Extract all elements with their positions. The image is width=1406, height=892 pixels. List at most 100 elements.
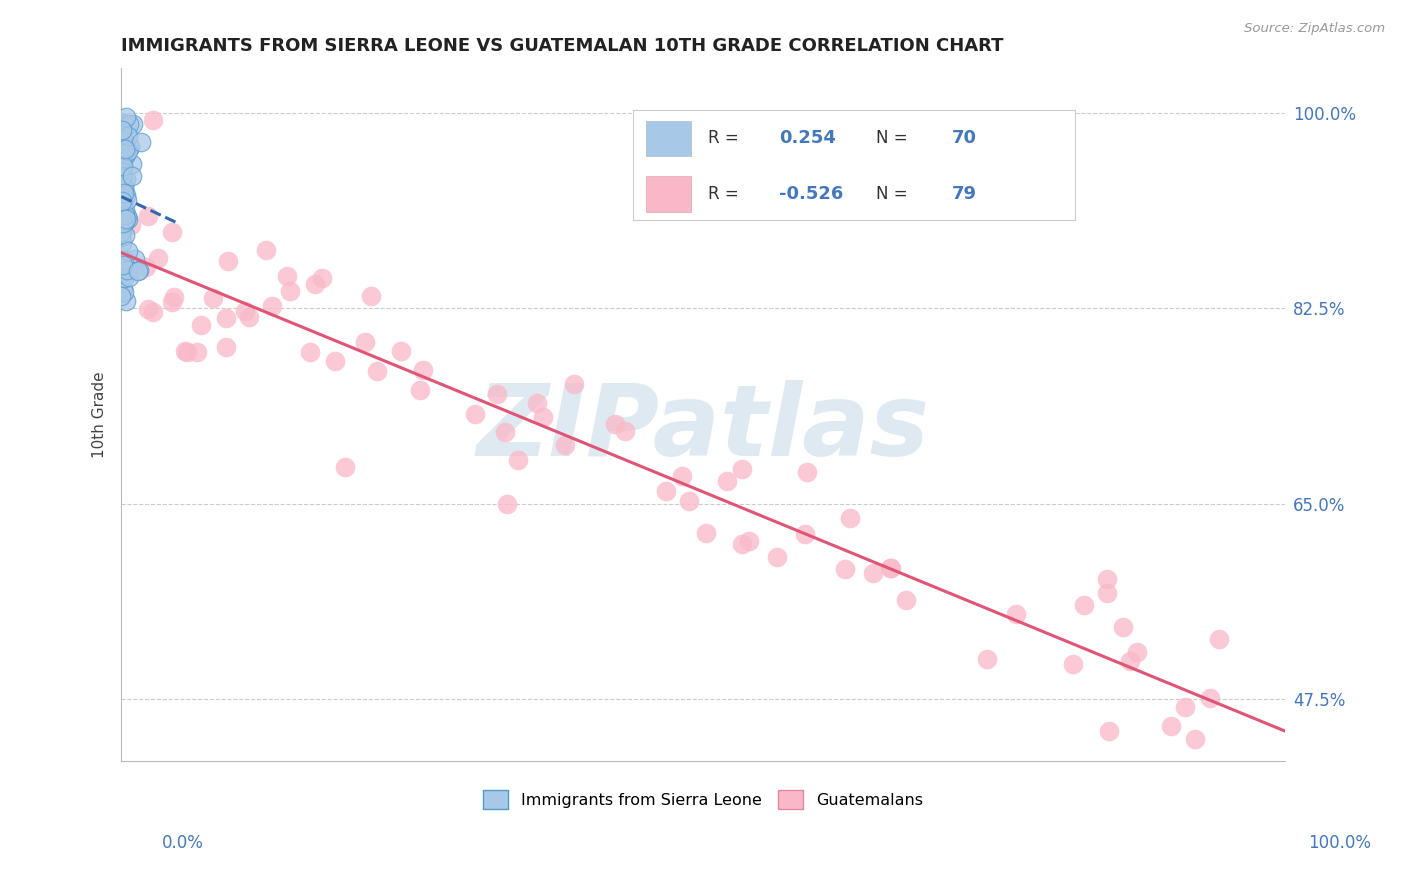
- Point: [110, 118, 132, 132]
- Point: [115, 188, 138, 202]
- Point: [976, 651, 998, 665]
- Point: [1174, 699, 1197, 714]
- Point: [496, 497, 519, 511]
- Point: [135, 260, 157, 274]
- Point: [111, 170, 134, 185]
- Point: [613, 424, 636, 438]
- Point: [304, 277, 326, 292]
- Point: [508, 453, 530, 467]
- Point: [655, 483, 678, 498]
- Point: [114, 186, 136, 201]
- Point: [1208, 632, 1230, 647]
- Point: [121, 169, 143, 184]
- Point: [114, 138, 136, 153]
- Point: [562, 376, 585, 391]
- Text: Source: ZipAtlas.com: Source: ZipAtlas.com: [1244, 22, 1385, 36]
- Point: [1184, 731, 1206, 746]
- Point: [839, 510, 862, 524]
- Text: IMMIGRANTS FROM SIERRA LEONE VS GUATEMALAN 10TH GRADE CORRELATION CHART: IMMIGRANTS FROM SIERRA LEONE VS GUATEMAL…: [121, 37, 1004, 55]
- Point: [110, 230, 132, 244]
- Point: [879, 561, 901, 575]
- Point: [794, 526, 817, 541]
- Point: [111, 283, 134, 297]
- Point: [110, 153, 132, 167]
- Point: [526, 396, 548, 410]
- Point: [1119, 654, 1142, 668]
- Point: [111, 128, 134, 143]
- Point: [112, 285, 135, 299]
- Point: [1005, 607, 1028, 622]
- Text: ZIPatlas: ZIPatlas: [477, 380, 929, 476]
- Point: [298, 344, 321, 359]
- Point: [117, 129, 139, 144]
- Point: [112, 180, 135, 194]
- Point: [110, 169, 132, 184]
- Point: [1112, 620, 1135, 634]
- Point: [738, 533, 761, 548]
- Point: [111, 160, 134, 174]
- Point: [464, 407, 486, 421]
- Point: [111, 159, 134, 173]
- Point: [176, 344, 198, 359]
- Point: [117, 193, 139, 207]
- Point: [115, 172, 138, 186]
- Point: [494, 425, 516, 439]
- Point: [110, 226, 132, 240]
- Point: [111, 179, 134, 194]
- Point: [117, 117, 139, 131]
- Point: [1095, 572, 1118, 586]
- Point: [111, 235, 134, 250]
- Point: [112, 151, 135, 165]
- Point: [160, 225, 183, 239]
- Point: [110, 168, 132, 182]
- Point: [276, 268, 298, 283]
- Point: [233, 304, 256, 318]
- Point: [262, 299, 284, 313]
- Point: [1095, 586, 1118, 600]
- Point: [731, 537, 754, 551]
- Point: [201, 291, 224, 305]
- Point: [765, 549, 787, 564]
- Point: [325, 353, 347, 368]
- Point: [366, 363, 388, 377]
- Point: [114, 111, 136, 125]
- Point: [879, 561, 901, 575]
- Point: [111, 223, 134, 237]
- Point: [160, 295, 183, 310]
- Point: [354, 335, 377, 350]
- Point: [896, 593, 918, 607]
- Point: [117, 209, 139, 223]
- Point: [716, 474, 738, 488]
- Point: [111, 184, 134, 198]
- Point: [110, 123, 132, 137]
- Point: [1160, 719, 1182, 733]
- Point: [112, 141, 135, 155]
- Point: [695, 526, 717, 541]
- Point: [112, 182, 135, 196]
- Point: [118, 139, 141, 153]
- Point: [1199, 691, 1222, 706]
- Point: [678, 493, 700, 508]
- Point: [174, 343, 197, 358]
- Point: [111, 219, 134, 233]
- Point: [112, 216, 135, 230]
- Point: [142, 305, 165, 319]
- Point: [120, 218, 142, 232]
- Point: [128, 263, 150, 277]
- Point: [112, 116, 135, 130]
- Point: [114, 227, 136, 242]
- Point: [335, 460, 357, 475]
- Point: [112, 271, 135, 285]
- Point: [186, 344, 208, 359]
- Point: [409, 383, 432, 397]
- Point: [112, 202, 135, 217]
- Point: [190, 318, 212, 333]
- Text: 100.0%: 100.0%: [1308, 834, 1371, 852]
- Point: [256, 243, 278, 257]
- Point: [215, 311, 238, 326]
- Point: [138, 209, 160, 223]
- Point: [1098, 724, 1121, 739]
- Point: [280, 284, 302, 298]
- Y-axis label: 10th Grade: 10th Grade: [93, 371, 107, 458]
- Point: [114, 142, 136, 156]
